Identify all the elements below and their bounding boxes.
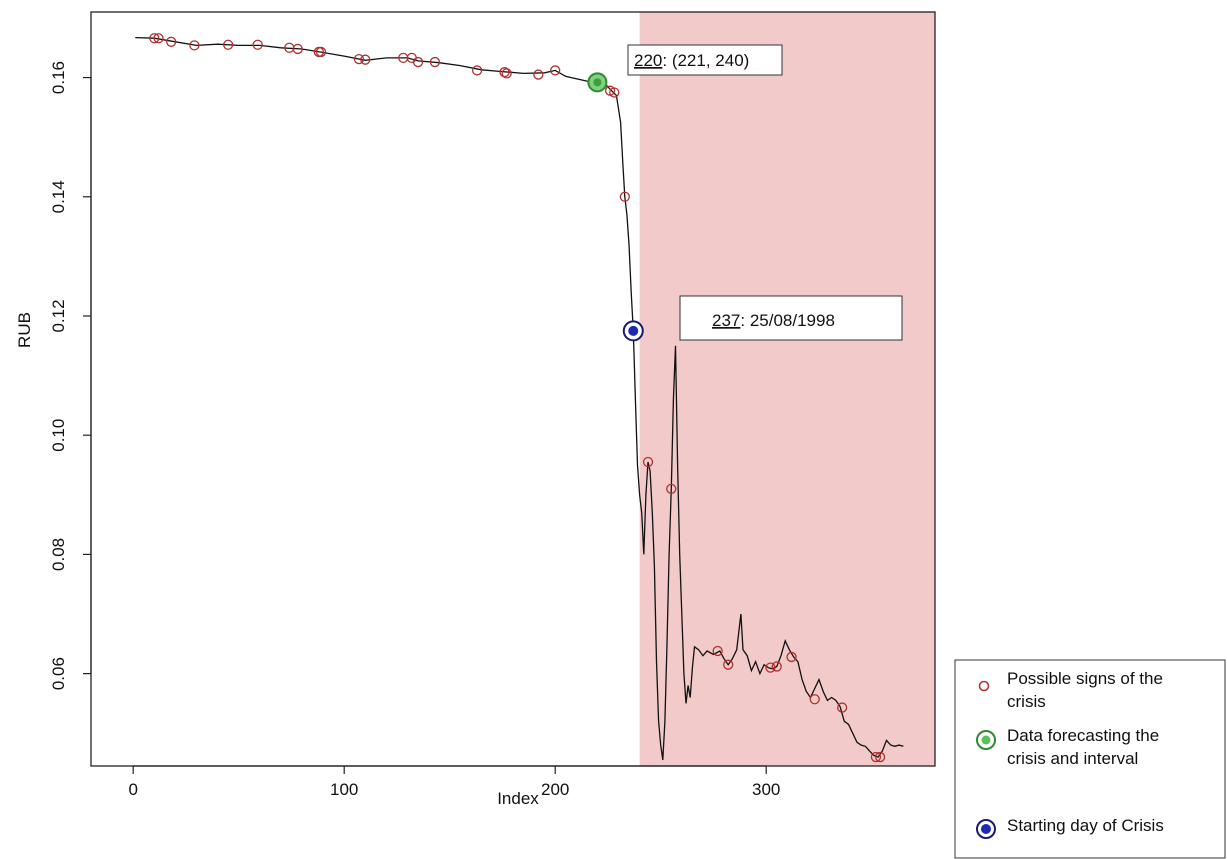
y-tick-label: 0.16: [49, 61, 68, 94]
possible-sign-point: [666, 483, 677, 494]
possible-sign-point: [252, 39, 263, 50]
possible-sign-point: [222, 39, 234, 50]
possible-sign-point: [353, 53, 365, 65]
legend-item-forecast: Data forecasting the crisis and interval: [976, 726, 1159, 768]
forecast-annotation-text: : (221, 240): [662, 51, 749, 70]
possible-sign-point: [501, 68, 512, 79]
legend-forecast-line1: Data forecasting the: [1007, 726, 1159, 745]
possible-sign-point: [870, 751, 882, 763]
svg-text:237: 25/08/1998: 237: 25/08/1998: [712, 311, 835, 330]
possible-sign-point: [723, 659, 734, 670]
possible-sign-point: [809, 694, 820, 705]
possible-sign-point: [642, 456, 654, 468]
legend-crisis-start-label: Starting day of Crisis: [1007, 816, 1164, 835]
crisis-annotation-text: : 25/08/1998: [740, 311, 835, 330]
possible-sign-point: [166, 36, 177, 47]
forecast-point-core: [593, 78, 602, 87]
possible-sign-point: [292, 43, 303, 55]
x-tick-label: 0: [128, 780, 137, 799]
forecast-annotation-index: 220: [634, 51, 662, 70]
legend-box: [954, 659, 1226, 859]
possible-sign-point: [360, 54, 371, 65]
rub-series-line: [135, 36, 904, 761]
legend-forecast-line2: crisis and interval: [1007, 749, 1138, 768]
crisis-annotation-box: [679, 295, 903, 341]
possible-sign-point: [189, 40, 200, 51]
possible-sign-point: [619, 191, 630, 202]
plot-area: [90, 11, 936, 767]
legend-item-possible-signs: Possible signs of the crisis: [978, 669, 1163, 711]
x-tick-label: 200: [541, 780, 569, 799]
legend: Possible signs of the crisis Data foreca…: [954, 659, 1226, 859]
possible-sign-point: [837, 702, 848, 713]
crisis-annotation: 237: 25/08/1998: [679, 295, 903, 341]
x-axis: 0 100 200 300: [128, 765, 780, 799]
y-axis: 0.06 0.08 0.10 0.12 0.14 0.16: [49, 61, 92, 690]
legend-possible-signs-marker: [978, 680, 990, 692]
possible-sign-point: [499, 67, 510, 78]
possible-sign-point: [429, 56, 441, 68]
crisis-start-point-core: [628, 325, 639, 336]
y-tick-label: 0.12: [49, 299, 68, 332]
y-tick-label: 0.06: [49, 657, 68, 690]
legend-possible-signs-line2: crisis: [1007, 692, 1046, 711]
y-axis-title: RUB: [15, 312, 34, 348]
possible-sign-point: [712, 645, 723, 657]
legend-item-crisis-start: Starting day of Crisis: [976, 816, 1164, 839]
possible-sign-point: [533, 69, 544, 80]
y-tick-label: 0.10: [49, 419, 68, 452]
x-tick-label: 300: [752, 780, 780, 799]
y-tick-label: 0.08: [49, 538, 68, 571]
possible-sign-point: [609, 87, 620, 98]
x-tick-label: 100: [330, 780, 358, 799]
y-tick-label: 0.14: [49, 180, 68, 213]
forecast-annotation: 220: (221, 240): [627, 44, 783, 76]
crisis-annotation-index: 237: [712, 311, 740, 330]
possible-sign-point: [874, 751, 886, 763]
possible-sign-point: [786, 651, 797, 663]
forecast-annotation-box: [627, 44, 783, 76]
possible-sign-point: [315, 46, 327, 58]
possible-sign-point: [771, 661, 782, 672]
possible-sign-point: [550, 65, 561, 76]
possible-sign-point: [471, 65, 483, 76]
possible-sign-point: [153, 33, 164, 44]
possible-sign-point: [149, 33, 160, 44]
legend-possible-signs-line1: Possible signs of the: [1007, 669, 1163, 688]
crisis-shaded-region: [639, 12, 935, 766]
possible-sign-point: [765, 662, 776, 673]
svg-text:220: (221, 240): 220: (221, 240): [634, 51, 749, 70]
x-axis-title: Index: [497, 789, 539, 808]
possible-sign-point: [412, 56, 424, 68]
